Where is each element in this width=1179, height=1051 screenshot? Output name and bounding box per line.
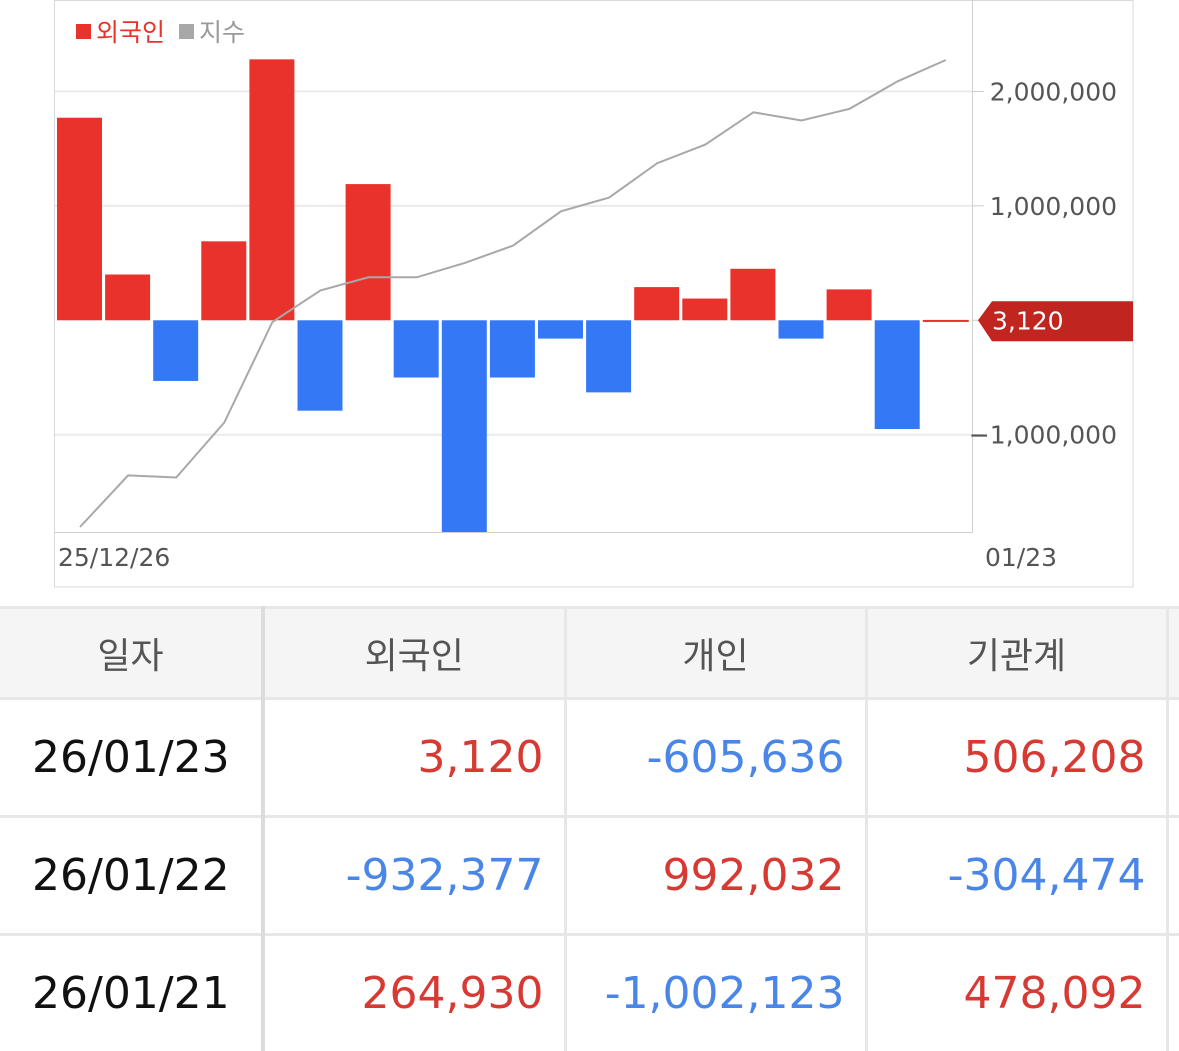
- legend-swatch-foreign: [76, 23, 91, 39]
- investor-table: 일자 외국인 개인 기관계 26/01/23 3,120 -605,636 506,2…: [0, 606, 1179, 1051]
- cell-overflow: [1167, 934, 1179, 1051]
- bar-foreign: [57, 117, 102, 321]
- chart-legend: 외국인 지수: [76, 14, 259, 48]
- bar-foreign: [922, 319, 969, 322]
- bar-foreign: [249, 59, 295, 321]
- cell-individual: 992,032: [565, 816, 868, 936]
- investor-table-container: 일자 외국인 개인 기관계 26/01/23 3,120 -605,636 506,2…: [0, 606, 1179, 1051]
- chart-svg: 2,000,000 1,000,000 −1,000,000 3,120 25/12/2…: [54, 0, 1134, 588]
- header-foreign: 외국인: [263, 606, 567, 700]
- table-row: 26/01/22 -932,377 992,032 -304,474: [0, 816, 1179, 936]
- investor-chart: 2,000,000 1,000,000 −1,000,000 3,120 25/12/2…: [54, 0, 1134, 588]
- current-value-marker: [978, 301, 1133, 342]
- cell-overflow: [1167, 816, 1179, 936]
- legend-label-index: 지수: [199, 18, 246, 47]
- bar-foreign: [730, 268, 776, 321]
- cell-foreign: 3,120: [263, 698, 567, 818]
- bar-foreign: [105, 274, 151, 321]
- current-value-label: 3,120: [992, 306, 1064, 335]
- bar-foreign: [441, 320, 487, 532]
- table-header-row: 일자 외국인 개인 기관계: [0, 606, 1179, 700]
- cell-individual: -1,002,123: [565, 934, 868, 1051]
- bar-foreign: [297, 320, 343, 411]
- cell-institution: 506,208: [866, 698, 1169, 818]
- table-body: 26/01/23 3,120 -605,636 506,208 26/01/22 -932…: [0, 698, 1179, 1051]
- y-tick-label: −1,000,000: [969, 421, 1117, 450]
- index-line: [79, 59, 947, 528]
- legend-swatch-index: [179, 23, 195, 39]
- bar-foreign: [201, 241, 247, 321]
- x-start-label: 25/12/26: [58, 543, 170, 572]
- y-tick-label: 1,000,000: [990, 192, 1117, 221]
- bar-foreign: [826, 289, 872, 321]
- bar-foreign: [586, 320, 632, 393]
- bar-foreign: [345, 184, 391, 321]
- table-row: 26/01/21 264,930 -1,002,123 478,092: [0, 934, 1179, 1051]
- bar-foreign: [153, 320, 199, 381]
- x-end-label: 01/23: [985, 543, 1057, 572]
- y-tick-label: 2,000,000: [990, 77, 1117, 106]
- bar-foreign: [874, 320, 920, 430]
- bar-foreign: [538, 320, 583, 339]
- bar-foreign: [682, 298, 728, 321]
- cell-overflow: [1167, 698, 1179, 818]
- cell-foreign: -932,377: [263, 816, 567, 936]
- header-date: 일자: [0, 606, 265, 700]
- bar-foreign: [634, 287, 680, 321]
- cell-date: 26/01/22: [0, 816, 265, 936]
- bar-foreign: [489, 320, 535, 378]
- chart-outer-frame: [54, 0, 1134, 588]
- cell-individual: -605,636: [565, 698, 868, 818]
- cell-foreign: 264,930: [263, 934, 567, 1051]
- cell-date: 26/01/21: [0, 934, 265, 1051]
- table-row: 26/01/23 3,120 -605,636 506,208: [0, 698, 1179, 818]
- cell-date: 26/01/23: [0, 698, 265, 818]
- cell-institution: 478,092: [866, 934, 1169, 1051]
- legend-item-foreign: 외국인: [76, 13, 165, 49]
- bar-foreign: [393, 320, 439, 378]
- bar-foreign: [778, 320, 824, 339]
- cell-institution: -304,474: [866, 816, 1169, 936]
- legend-item-index: 지수: [179, 13, 245, 49]
- header-institution: 기관계: [866, 606, 1169, 700]
- legend-label-foreign: 외국인: [96, 18, 166, 47]
- header-individual: 개인: [565, 606, 868, 700]
- header-overflow-column: [1167, 606, 1179, 700]
